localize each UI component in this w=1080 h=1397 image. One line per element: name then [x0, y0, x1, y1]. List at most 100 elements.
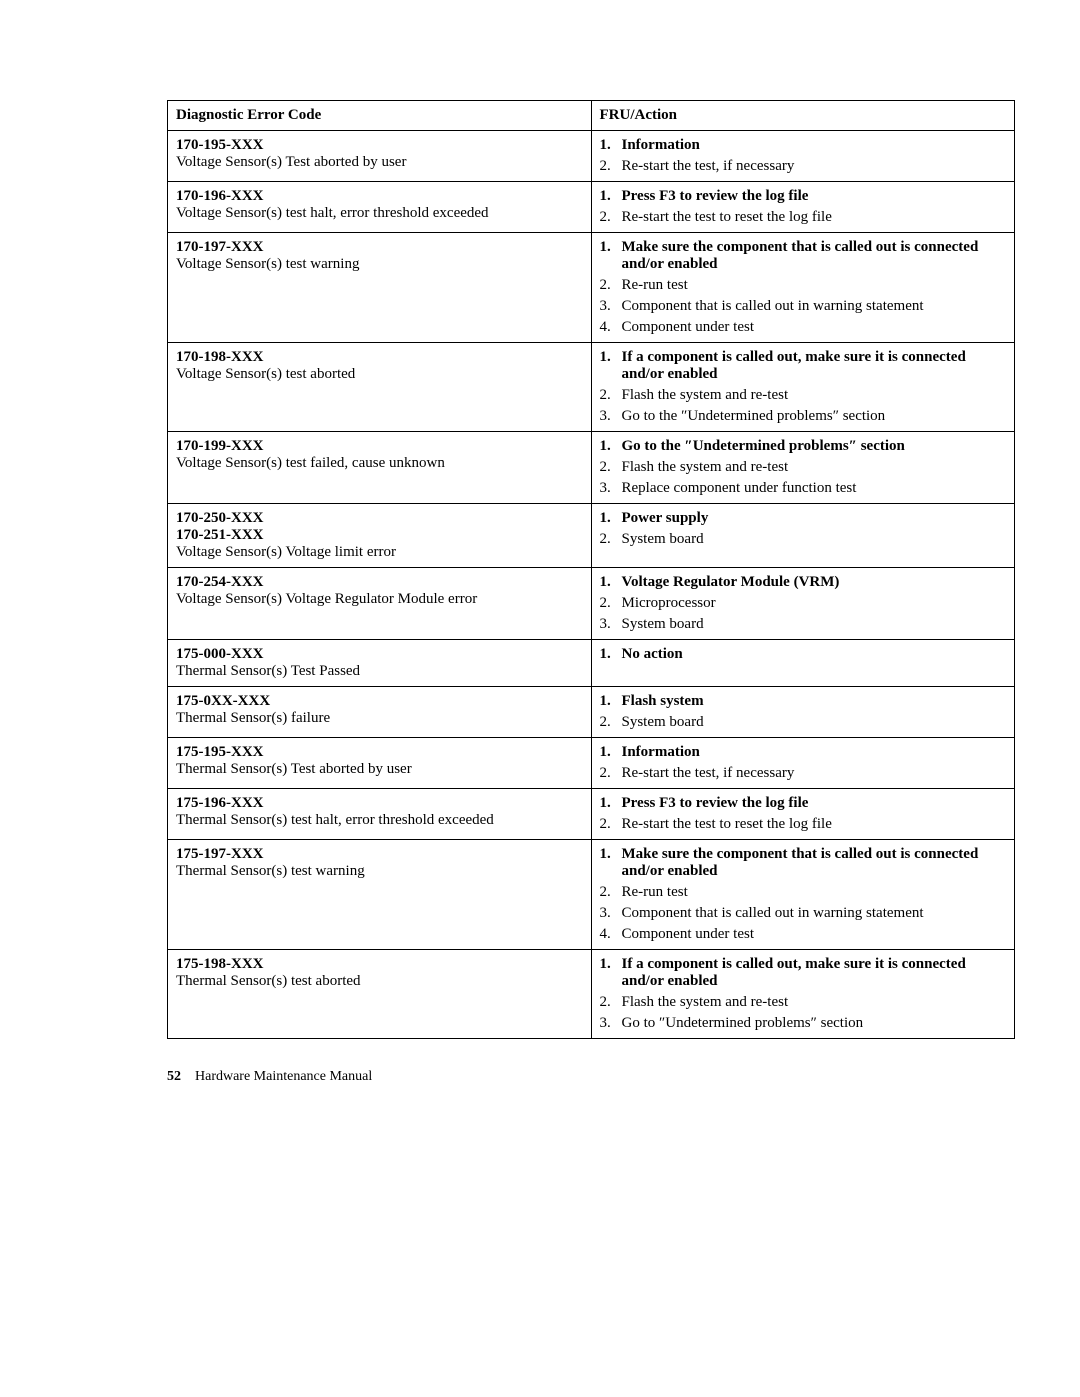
- action-item: System board: [600, 714, 1007, 731]
- fru-action-cell: Press F3 to review the log file Re-start …: [591, 789, 1015, 840]
- error-description: Voltage Sensor(s) test halt, error thres…: [176, 205, 583, 222]
- action-item: Re-start the test to reset the log file: [600, 816, 1007, 833]
- action-item: Microprocessor: [600, 595, 1007, 612]
- action-item: Flash system: [600, 693, 1007, 710]
- action-item: Replace component under function test: [600, 480, 1007, 497]
- error-description: Voltage Sensor(s) test failed, cause unk…: [176, 455, 583, 472]
- action-list: Press F3 to review the log file Re-start …: [600, 795, 1007, 833]
- action-item: Flash the system and re-test: [600, 459, 1007, 476]
- header-diagnostic-error-code: Diagnostic Error Code: [168, 101, 592, 131]
- table-row: 170-250-XXX170-251-XXXVoltage Sensor(s) …: [168, 504, 1015, 568]
- error-description: Voltage Sensor(s) Voltage limit error: [176, 544, 583, 561]
- error-code: 175-000-XXX: [176, 646, 583, 663]
- action-list: Power supply System board: [600, 510, 1007, 548]
- error-code: 175-197-XXX: [176, 846, 583, 863]
- error-description: Voltage Sensor(s) Voltage Regulator Modu…: [176, 591, 583, 608]
- fru-action-cell: No action: [591, 640, 1015, 687]
- table-row: 170-199-XXXVoltage Sensor(s) test failed…: [168, 432, 1015, 504]
- table-row: 175-195-XXXThermal Sensor(s) Test aborte…: [168, 738, 1015, 789]
- action-item: Re-run test: [600, 884, 1007, 901]
- page-footer: 52 Hardware Maintenance Manual: [167, 1069, 1015, 1085]
- action-item: Re-start the test, if necessary: [600, 158, 1007, 175]
- error-code: 170-199-XXX: [176, 438, 583, 455]
- error-code: 170-254-XXX: [176, 574, 583, 591]
- error-code-cell: 175-196-XXXThermal Sensor(s) test halt, …: [168, 789, 592, 840]
- action-item: Press F3 to review the log file: [600, 188, 1007, 205]
- action-item: Press F3 to review the log file: [600, 795, 1007, 812]
- error-description: Thermal Sensor(s) failure: [176, 710, 583, 727]
- table-header-row: Diagnostic Error Code FRU/Action: [168, 101, 1015, 131]
- action-item: Flash the system and re-test: [600, 387, 1007, 404]
- action-item: Flash the system and re-test: [600, 994, 1007, 1011]
- error-code-cell: 170-199-XXXVoltage Sensor(s) test failed…: [168, 432, 592, 504]
- error-description: Voltage Sensor(s) Test aborted by user: [176, 154, 583, 171]
- action-item: Make sure the component that is called o…: [600, 239, 1007, 273]
- action-item: Re-start the test to reset the log file: [600, 209, 1007, 226]
- diagnostic-error-table: Diagnostic Error Code FRU/Action 170-195…: [167, 100, 1015, 1039]
- error-code: 175-198-XXX: [176, 956, 583, 973]
- error-code: 170-250-XXX: [176, 510, 583, 527]
- action-item: Component under test: [600, 319, 1007, 336]
- error-description: Voltage Sensor(s) test warning: [176, 256, 583, 273]
- action-item: No action: [600, 646, 1007, 663]
- error-code-cell: 170-195-XXXVoltage Sensor(s) Test aborte…: [168, 131, 592, 182]
- action-item: Component under test: [600, 926, 1007, 943]
- action-item: Go to the ″Undetermined problems″ sectio…: [600, 408, 1007, 425]
- action-item: If a component is called out, make sure …: [600, 349, 1007, 383]
- fru-action-cell: Information Re-start the test, if necessa…: [591, 738, 1015, 789]
- error-code-cell: 175-198-XXXThermal Sensor(s) test aborte…: [168, 950, 592, 1039]
- action-item: Information: [600, 744, 1007, 761]
- error-code: 175-0XX-XXX: [176, 693, 583, 710]
- table-row: 175-000-XXXThermal Sensor(s) Test Passed…: [168, 640, 1015, 687]
- table-row: 175-0XX-XXXThermal Sensor(s) failure Flas…: [168, 687, 1015, 738]
- action-list: Make sure the component that is called o…: [600, 239, 1007, 336]
- action-item: Go to ″Undetermined problems″ section: [600, 1015, 1007, 1032]
- fru-action-cell: Make sure the component that is called o…: [591, 840, 1015, 950]
- error-code-cell: 170-250-XXX170-251-XXXVoltage Sensor(s) …: [168, 504, 592, 568]
- fru-action-cell: Make sure the component that is called o…: [591, 233, 1015, 343]
- action-item: Re-start the test, if necessary: [600, 765, 1007, 782]
- action-item: System board: [600, 616, 1007, 633]
- footer-title: Hardware Maintenance Manual: [195, 1069, 372, 1084]
- fru-action-cell: If a component is called out, make sure …: [591, 950, 1015, 1039]
- action-list: Make sure the component that is called o…: [600, 846, 1007, 943]
- action-list: Press F3 to review the log file Re-start …: [600, 188, 1007, 226]
- action-item: Component that is called out in warning …: [600, 298, 1007, 315]
- error-code-cell: 175-000-XXXThermal Sensor(s) Test Passed: [168, 640, 592, 687]
- fru-action-cell: Information Re-start the test, if necessa…: [591, 131, 1015, 182]
- table-row: 170-254-XXXVoltage Sensor(s) Voltage Reg…: [168, 568, 1015, 640]
- error-code-cell: 170-197-XXXVoltage Sensor(s) test warnin…: [168, 233, 592, 343]
- action-list: Go to the ″Undetermined problems″ sectio…: [600, 438, 1007, 497]
- error-description: Thermal Sensor(s) Test Passed: [176, 663, 583, 680]
- action-item: Make sure the component that is called o…: [600, 846, 1007, 880]
- error-description: Voltage Sensor(s) test aborted: [176, 366, 583, 383]
- table-row: 170-198-XXXVoltage Sensor(s) test aborte…: [168, 343, 1015, 432]
- action-item: Go to the ″Undetermined problems″ sectio…: [600, 438, 1007, 455]
- action-item: Voltage Regulator Module (VRM): [600, 574, 1007, 591]
- error-code-cell: 175-197-XXXThermal Sensor(s) test warnin…: [168, 840, 592, 950]
- action-item: Component that is called out in warning …: [600, 905, 1007, 922]
- action-item: Information: [600, 137, 1007, 154]
- action-list: No action: [600, 646, 1007, 663]
- error-code-cell: 170-196-XXXVoltage Sensor(s) test halt, …: [168, 182, 592, 233]
- fru-action-cell: Voltage Regulator Module (VRM) Microproce…: [591, 568, 1015, 640]
- fru-action-cell: Power supply System board: [591, 504, 1015, 568]
- error-description: Thermal Sensor(s) test aborted: [176, 973, 583, 990]
- action-item: System board: [600, 531, 1007, 548]
- fru-action-cell: If a component is called out, make sure …: [591, 343, 1015, 432]
- table-row: 170-197-XXXVoltage Sensor(s) test warnin…: [168, 233, 1015, 343]
- action-list: If a component is called out, make sure …: [600, 956, 1007, 1032]
- error-code-cell: 170-198-XXXVoltage Sensor(s) test aborte…: [168, 343, 592, 432]
- error-code: 170-196-XXX: [176, 188, 583, 205]
- error-code: 170-197-XXX: [176, 239, 583, 256]
- action-list: Flash system System board: [600, 693, 1007, 731]
- fru-action-cell: Press F3 to review the log file Re-start …: [591, 182, 1015, 233]
- action-item: Power supply: [600, 510, 1007, 527]
- error-description: Thermal Sensor(s) test halt, error thres…: [176, 812, 583, 829]
- header-fru-action: FRU/Action: [591, 101, 1015, 131]
- page-number: 52: [167, 1069, 181, 1084]
- action-item: Re-run test: [600, 277, 1007, 294]
- error-description: Thermal Sensor(s) Test aborted by user: [176, 761, 583, 778]
- fru-action-cell: Go to the ″Undetermined problems″ sectio…: [591, 432, 1015, 504]
- error-code: 170-195-XXX: [176, 137, 583, 154]
